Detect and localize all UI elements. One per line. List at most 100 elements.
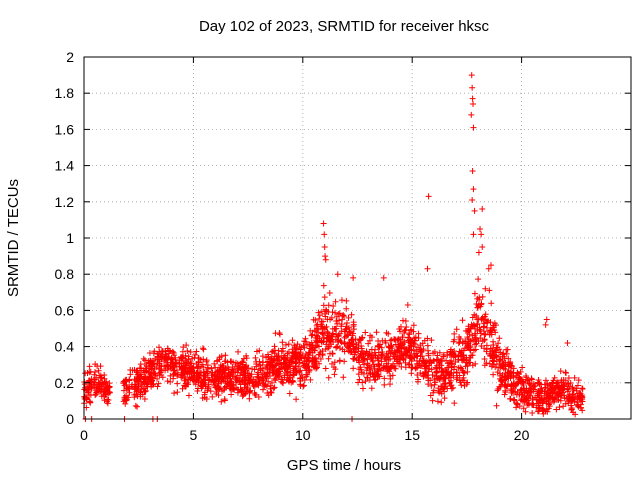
data-point bbox=[510, 396, 517, 403]
data-point bbox=[242, 389, 249, 396]
data-point bbox=[434, 352, 441, 359]
data-point bbox=[194, 388, 201, 395]
data-point bbox=[464, 363, 471, 370]
data-point bbox=[458, 382, 465, 389]
data-point bbox=[410, 343, 417, 350]
axis-ticks: 0 5 10 15 20 0 0.2 0.4 0.6 0.8 1 1.2 1.4 1.6 1.8 2 bbox=[55, 49, 631, 443]
data-point bbox=[470, 231, 477, 238]
data-point bbox=[322, 365, 329, 372]
data-point bbox=[414, 364, 421, 371]
data-point bbox=[374, 355, 381, 362]
data-point bbox=[470, 186, 477, 193]
data-point bbox=[423, 362, 430, 369]
data-point bbox=[263, 383, 270, 390]
data-point bbox=[169, 348, 176, 355]
data-point bbox=[448, 374, 455, 381]
data-point bbox=[452, 358, 459, 365]
data-point bbox=[392, 365, 399, 372]
data-point bbox=[438, 356, 445, 363]
y-tick-label: 0.8 bbox=[55, 266, 75, 282]
data-point bbox=[275, 360, 282, 367]
data-point bbox=[402, 359, 409, 366]
data-point bbox=[362, 329, 369, 336]
data-point bbox=[314, 335, 321, 342]
data-point bbox=[312, 363, 319, 370]
data-point bbox=[331, 371, 338, 378]
data-point bbox=[188, 371, 195, 378]
data-point bbox=[502, 387, 509, 394]
data-point bbox=[226, 385, 233, 392]
data-point bbox=[460, 369, 467, 376]
data-point bbox=[326, 290, 333, 297]
data-point bbox=[425, 375, 432, 382]
data-point bbox=[560, 403, 567, 410]
data-point bbox=[557, 397, 564, 404]
data-point bbox=[160, 358, 167, 365]
data-point bbox=[439, 367, 446, 374]
data-point bbox=[103, 378, 110, 385]
data-point bbox=[343, 305, 350, 312]
data-point bbox=[159, 374, 166, 381]
data-point bbox=[560, 389, 567, 396]
data-point bbox=[246, 395, 253, 402]
data-point bbox=[158, 363, 165, 370]
data-point bbox=[451, 400, 458, 407]
data-point bbox=[221, 358, 228, 365]
data-point bbox=[257, 375, 264, 382]
data-point bbox=[205, 381, 212, 388]
data-point bbox=[420, 357, 427, 364]
data-point bbox=[475, 276, 482, 283]
data-point bbox=[515, 379, 522, 386]
x-tick-label: 10 bbox=[295, 427, 311, 443]
data-point bbox=[267, 389, 274, 396]
data-point bbox=[441, 395, 448, 402]
data-point bbox=[272, 371, 279, 378]
data-point bbox=[300, 382, 307, 389]
data-point bbox=[196, 359, 203, 366]
data-point bbox=[495, 340, 502, 347]
data-point bbox=[514, 400, 521, 407]
data-point bbox=[558, 379, 565, 386]
data-point bbox=[343, 297, 350, 304]
data-point bbox=[322, 346, 329, 353]
data-point bbox=[140, 367, 147, 374]
data-point bbox=[206, 376, 213, 383]
data-point bbox=[467, 359, 474, 366]
data-point bbox=[457, 364, 464, 371]
data-point bbox=[360, 370, 367, 377]
data-point bbox=[334, 336, 341, 343]
data-point bbox=[417, 348, 424, 355]
data-point bbox=[478, 315, 485, 322]
data-point bbox=[325, 343, 332, 350]
data-point bbox=[204, 362, 211, 369]
data-point bbox=[433, 357, 440, 364]
data-point bbox=[188, 375, 195, 382]
data-point bbox=[478, 231, 485, 238]
data-point bbox=[124, 385, 131, 392]
data-point bbox=[516, 375, 523, 382]
data-point bbox=[479, 244, 486, 251]
data-point bbox=[269, 362, 276, 369]
data-point bbox=[226, 379, 233, 386]
data-point bbox=[434, 398, 441, 405]
data-point bbox=[385, 357, 392, 364]
data-point bbox=[311, 328, 318, 335]
data-point bbox=[469, 314, 476, 321]
data-point bbox=[508, 370, 515, 377]
data-point bbox=[547, 383, 554, 390]
data-point bbox=[228, 391, 235, 398]
data-point bbox=[286, 390, 293, 397]
y-tick-label: 0 bbox=[66, 411, 74, 427]
data-point bbox=[424, 342, 431, 349]
y-tick-label: 1.4 bbox=[55, 158, 75, 174]
data-point bbox=[408, 370, 415, 377]
data-point bbox=[330, 302, 337, 309]
data-point bbox=[520, 405, 527, 412]
data-point bbox=[472, 341, 479, 348]
data-point bbox=[405, 334, 412, 341]
data-point bbox=[350, 365, 357, 372]
data-point bbox=[472, 360, 479, 367]
data-point bbox=[450, 338, 457, 345]
data-point bbox=[478, 300, 485, 307]
data-point bbox=[311, 355, 318, 362]
